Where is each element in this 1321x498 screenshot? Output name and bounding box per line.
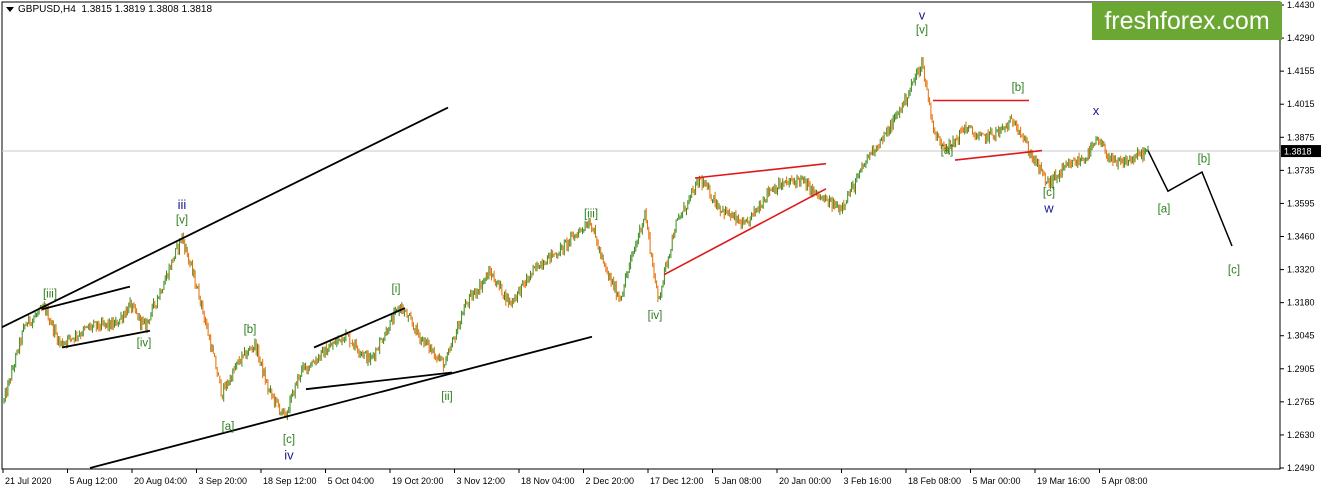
black-trend-line	[89, 335, 593, 469]
x-tick-label: 3 Sep 20:00	[199, 476, 248, 486]
black-trend-line	[305, 371, 453, 391]
y-tick-label: 1.3595	[1287, 198, 1315, 208]
x-tick-label: 5 Aug 12:00	[70, 476, 118, 486]
wave-label: iii	[178, 197, 187, 212]
projection-line	[1147, 150, 1233, 247]
wave-label: [iii]	[43, 288, 57, 300]
y-tick-label: 1.4015	[1287, 99, 1315, 109]
y-tick-label: 1.3735	[1287, 165, 1315, 175]
wave-label: [v]	[176, 214, 188, 226]
wave-label: [iii]	[584, 208, 598, 220]
wave-label: w	[1043, 201, 1054, 216]
x-tick-label: 5 Oct 04:00	[328, 476, 375, 486]
wave-label: [c]	[283, 434, 295, 446]
y-tick-label: 1.2905	[1287, 364, 1315, 374]
wave-label: [b]	[244, 324, 257, 336]
x-tick-label: 20 Aug 04:00	[134, 476, 187, 486]
y-tick-label: 1.4290	[1287, 33, 1315, 43]
y-tick-label: 1.2490	[1287, 463, 1315, 473]
brand-logo: freshforex.com	[1092, 2, 1282, 40]
wave-label: [ii]	[441, 391, 453, 403]
x-tick-label: 5 Jan 08:00	[715, 476, 762, 486]
wave-label: [iv]	[137, 337, 152, 349]
x-tick-label: 5 Apr 08:00	[1102, 476, 1148, 486]
y-tick-label: 1.3320	[1287, 265, 1315, 275]
wave-label: x	[1093, 103, 1100, 118]
x-tick-label: 18 Sep 12:00	[263, 476, 317, 486]
chart-header: GBPUSD,H4 1.3815 1.3819 1.3808 1.3818	[6, 4, 212, 15]
wave-label: [c]	[1228, 265, 1240, 277]
x-tick-label: 19 Oct 20:00	[392, 476, 444, 486]
x-tick-label: 18 Feb 08:00	[908, 476, 961, 486]
wave-label: [a]	[941, 145, 954, 157]
wave-label: [a]	[222, 421, 235, 433]
ohlc-values: 1.3815 1.3819 1.3808 1.3818	[81, 4, 213, 15]
x-tick-label: 19 Mar 16:00	[1037, 476, 1090, 486]
x-tick-label: 21 Jul 2020	[5, 476, 52, 486]
wave-label: v	[919, 7, 926, 22]
wave-label: iv	[284, 448, 294, 463]
y-tick-label: 1.3045	[1287, 331, 1315, 341]
red-trend-line	[694, 162, 827, 179]
wave-label: [i]	[392, 284, 401, 296]
black-trend-line	[313, 307, 406, 349]
x-tick-label: 2 Dec 20:00	[586, 476, 635, 486]
y-tick-label: 1.3875	[1287, 132, 1315, 142]
x-tick-label: 20 Jan 00:00	[779, 476, 831, 486]
x-tick-label: 3 Nov 12:00	[457, 476, 506, 486]
current-price-tag-bg	[1281, 145, 1321, 158]
black-trend-line	[61, 329, 151, 349]
red-trend-line	[663, 188, 827, 276]
red-trend-line	[954, 149, 1043, 161]
y-tick-label: 1.4430	[1287, 0, 1315, 10]
wave-label: [b]	[1012, 82, 1025, 94]
x-tick-label: 5 Mar 00:00	[973, 476, 1021, 486]
y-tick-label: 1.3180	[1287, 298, 1315, 308]
y-tick-label: 1.4155	[1287, 66, 1315, 76]
symbol-label: GBPUSD,H4	[18, 4, 76, 15]
current-price-tag: 1.3818	[1284, 147, 1312, 157]
wave-label: [c]	[1043, 187, 1055, 199]
wave-label: [a]	[1158, 204, 1171, 216]
y-tick-label: 1.2630	[1287, 430, 1315, 440]
black-trend-line	[41, 285, 131, 311]
y-tick-label: 1.2765	[1287, 397, 1315, 407]
x-tick-label: 17 Dec 12:00	[650, 476, 704, 486]
wave-label: [b]	[1198, 154, 1211, 166]
wave-label: [iv]	[648, 310, 663, 322]
symbol-dropdown-icon[interactable]	[6, 7, 14, 12]
y-tick-label: 1.3460	[1287, 232, 1315, 242]
black-trend-line	[1, 106, 449, 329]
wave-label: [v]	[916, 25, 928, 37]
x-tick-label: 18 Nov 04:00	[521, 476, 575, 486]
x-tick-label: 3 Feb 16:00	[844, 476, 892, 486]
plot-frame	[1, 1, 1281, 470]
